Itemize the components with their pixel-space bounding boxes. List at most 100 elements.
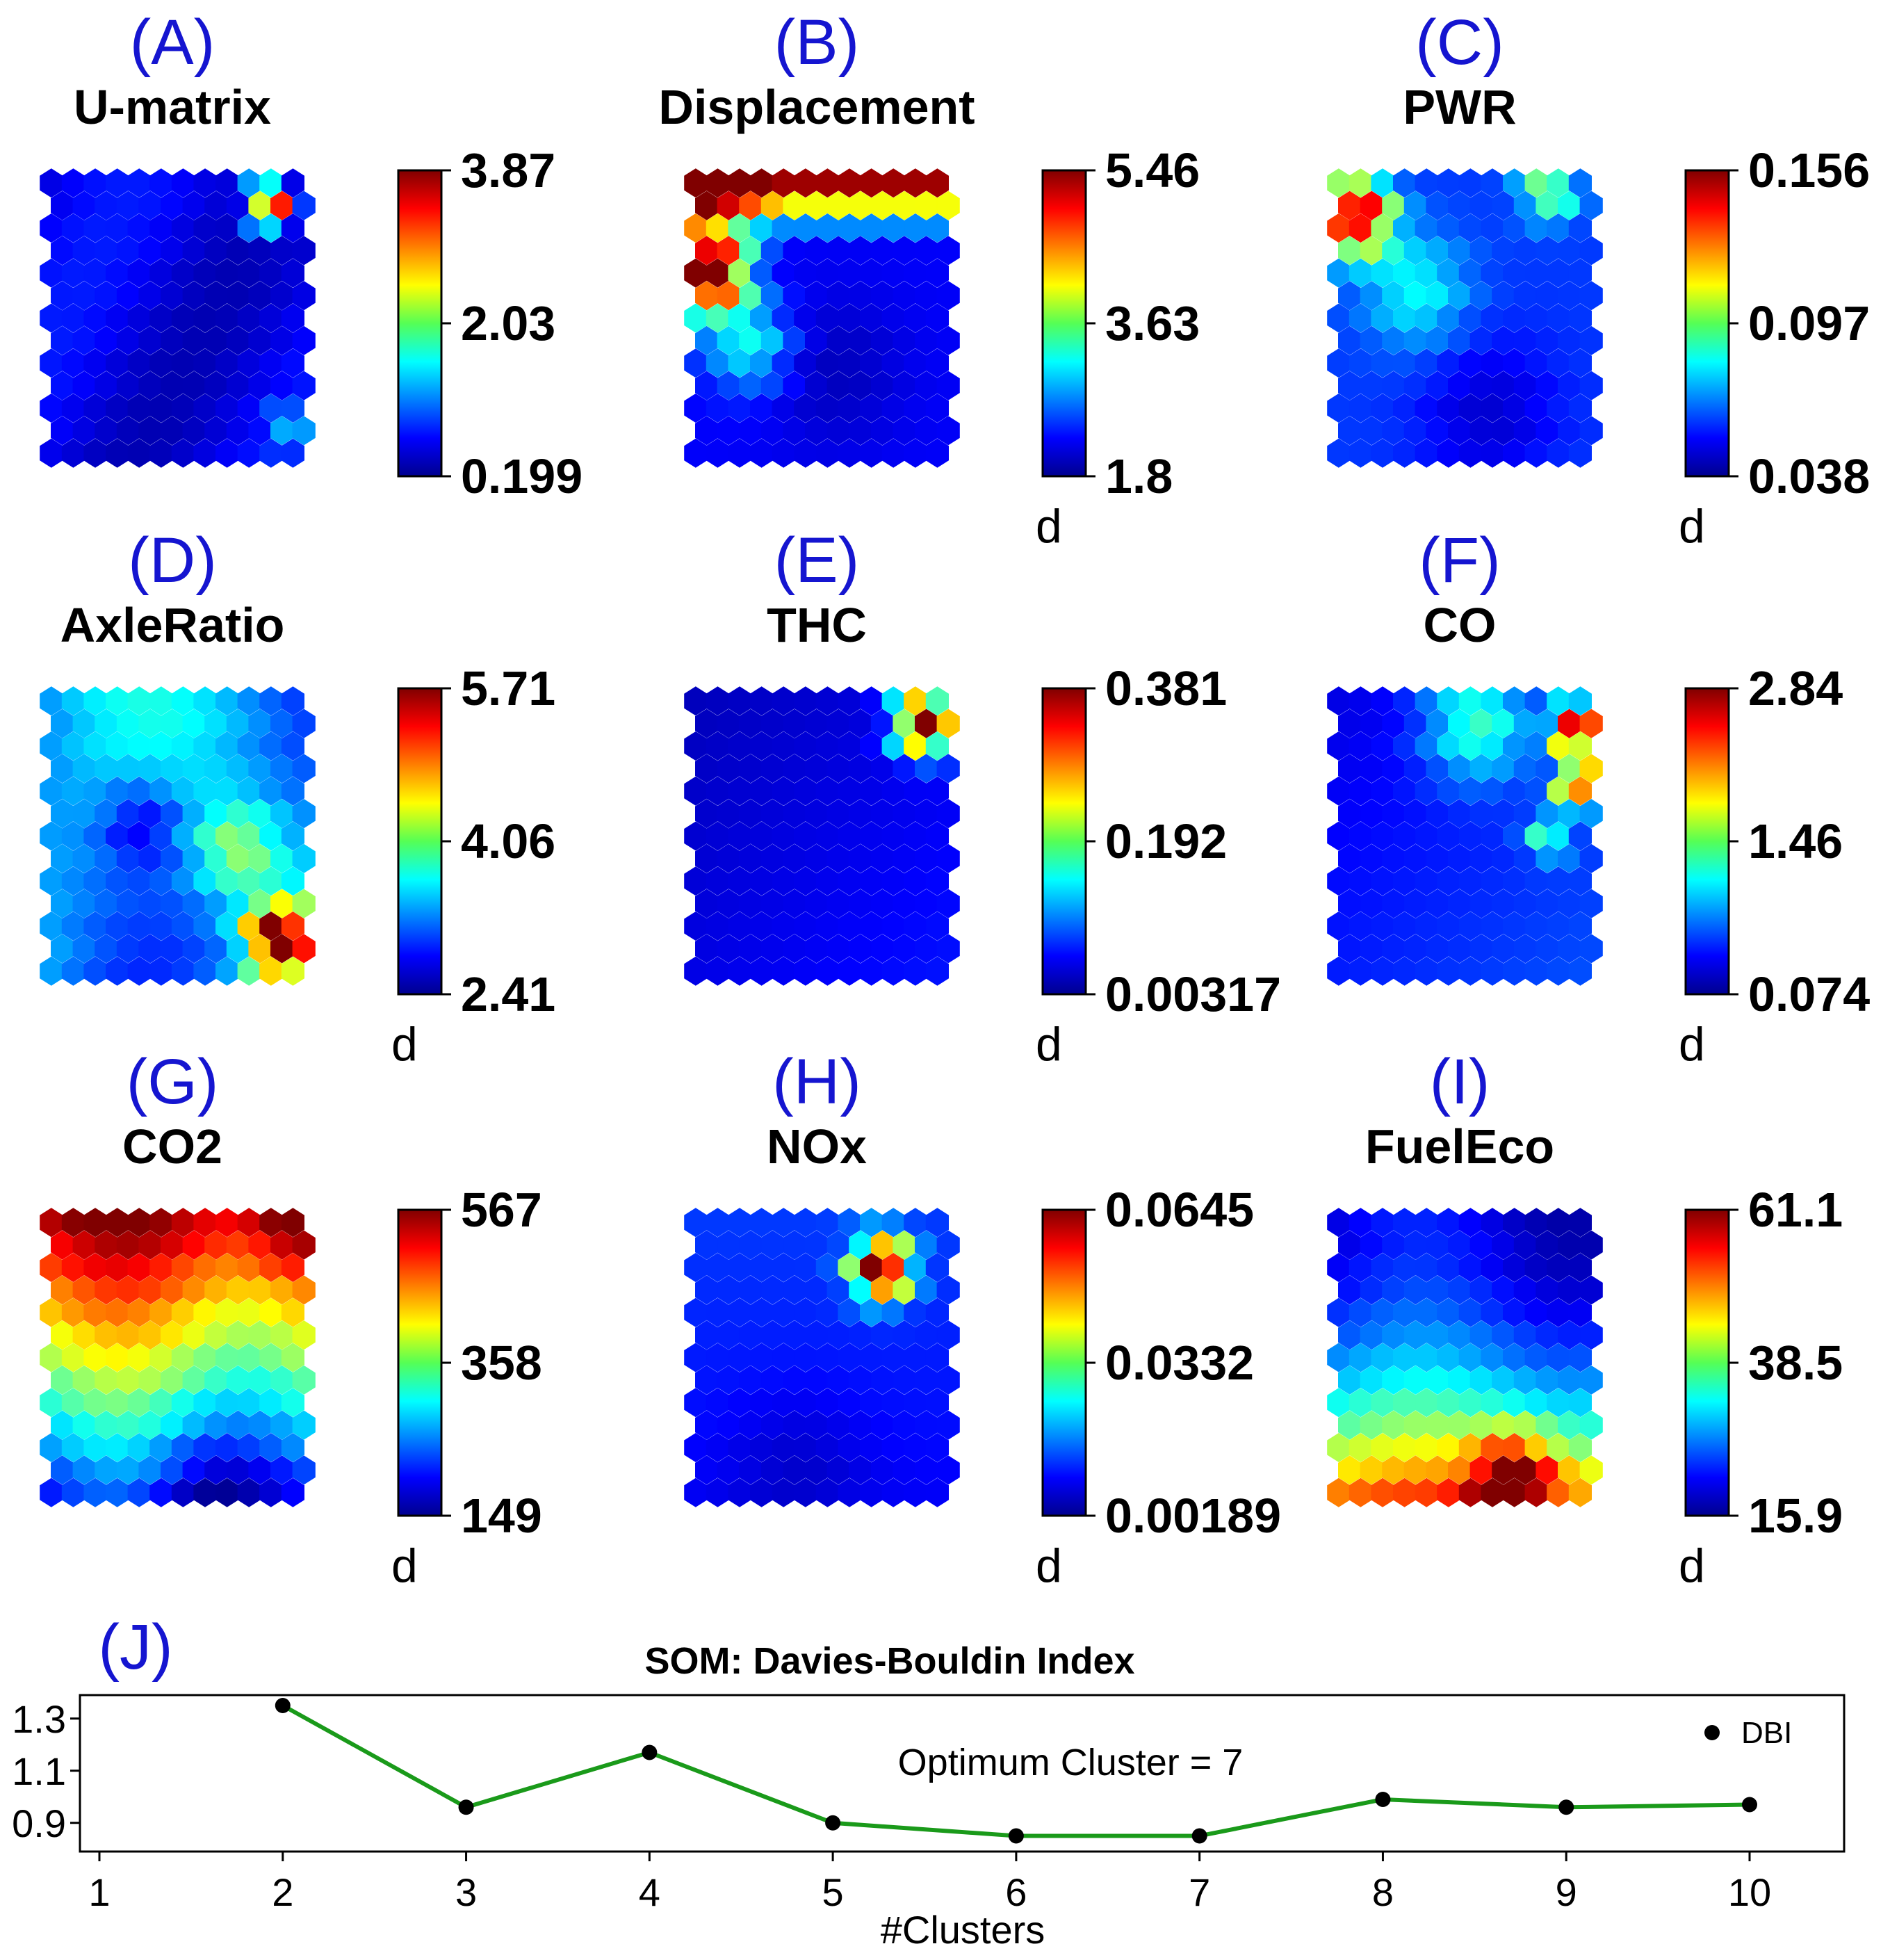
panel-h: (H)NOx 0.0645 0.0332 0.00189 d <box>684 1046 1281 1592</box>
hex-cell <box>1568 168 1592 198</box>
hex-cell <box>281 821 304 851</box>
hex-cell <box>1579 191 1603 220</box>
hex-cell <box>925 213 949 243</box>
hex-map <box>1327 686 1603 986</box>
dbi-point <box>1375 1792 1391 1807</box>
hex-cell <box>292 236 316 266</box>
hex-cell <box>936 281 960 311</box>
hex-cell <box>936 889 960 918</box>
hex-cell <box>1568 303 1592 333</box>
panel-letter: (D) <box>128 525 217 596</box>
panel-title: THC <box>767 598 867 652</box>
hex-cell <box>1579 1455 1603 1485</box>
panel-title: U-matrix <box>74 80 271 134</box>
hex-cell <box>292 1455 316 1485</box>
colorbar-unit: d <box>1679 500 1705 553</box>
colorbar-unit: d <box>391 1539 418 1592</box>
panel-b: (B)Displacement 5.46 3.63 1.8 d <box>658 7 1200 553</box>
panel-c: (C)PWR 0.156 0.097 0.038 d <box>1327 7 1870 553</box>
hex-cell <box>281 168 304 198</box>
panel-a: (A)U-matrix 3.87 2.03 0.199 <box>40 7 583 503</box>
hex-cell <box>925 1477 949 1507</box>
hex-cell <box>1568 213 1592 243</box>
hex-map <box>40 686 316 986</box>
hex-cell <box>281 213 304 243</box>
colorbar-tick-label: 0.038 <box>1748 449 1870 503</box>
colorbar-unit: d <box>1679 1539 1705 1592</box>
hex-cell <box>1579 934 1603 964</box>
hex-cell <box>936 371 960 400</box>
hex-map <box>684 168 960 468</box>
colorbar <box>397 169 443 478</box>
hex-cell <box>936 799 960 829</box>
hex-cell <box>1568 866 1592 896</box>
dbi-point <box>275 1698 291 1713</box>
x-tick-label: 6 <box>1005 1870 1027 1914</box>
panel-title: FuelEco <box>1365 1119 1554 1174</box>
hex-cell <box>925 821 949 851</box>
x-tick-label: 8 <box>1372 1870 1394 1914</box>
hex-cell <box>925 686 949 716</box>
hex-cell <box>936 843 960 873</box>
colorbar-unit: d <box>1679 1018 1705 1071</box>
hex-cell <box>1579 708 1603 738</box>
hex-cell <box>1579 1230 1603 1260</box>
x-tick-label: 2 <box>272 1870 293 1914</box>
hex-cell <box>292 1320 316 1350</box>
hex-cell <box>292 325 316 355</box>
hex-cell <box>1579 889 1603 918</box>
hex-cell <box>281 866 304 896</box>
colorbar-tick-label: 0.097 <box>1748 296 1870 350</box>
hex-cell <box>925 438 949 468</box>
colorbar <box>1684 169 1730 478</box>
colorbar-tick-label: 5.46 <box>1105 143 1200 197</box>
colorbar-tick-label: 149 <box>461 1489 542 1543</box>
colorbar-tick-label: 0.199 <box>461 449 583 503</box>
colorbar-tick-label: 5.71 <box>461 661 555 715</box>
colorbar-tick-label: 567 <box>461 1183 542 1237</box>
legend-marker <box>1704 1725 1720 1740</box>
hex-cell <box>1568 1388 1592 1418</box>
hex-cell <box>292 416 316 446</box>
dbi-point <box>825 1815 841 1831</box>
hex-map <box>40 1208 316 1507</box>
colorbar-tick-label: 1.8 <box>1105 449 1173 503</box>
hex-cell <box>1579 281 1603 311</box>
hex-cell <box>936 325 960 355</box>
hex-cell <box>925 348 949 378</box>
hex-cell <box>281 1477 304 1507</box>
colorbar-tick-label: 2.41 <box>461 967 555 1021</box>
panel-letter: (B) <box>774 7 860 78</box>
hex-cell <box>1579 236 1603 266</box>
hex-cell <box>1568 821 1592 851</box>
hex-cell <box>1579 371 1603 400</box>
dbi-point <box>1008 1828 1024 1844</box>
hex-cell <box>936 754 960 784</box>
hex-cell <box>1568 1297 1592 1327</box>
hex-cell <box>925 1388 949 1418</box>
colorbar-unit: d <box>1036 1018 1062 1071</box>
hex-cell <box>936 1455 960 1485</box>
colorbar-tick-label: 3.87 <box>461 143 555 197</box>
hex-cell <box>1568 1343 1592 1372</box>
panel-letter: (C) <box>1415 7 1504 78</box>
hex-cell <box>925 1208 949 1238</box>
panel-title: NOx <box>767 1119 867 1174</box>
colorbar-tick-label: 38.5 <box>1748 1336 1843 1390</box>
hex-cell <box>281 731 304 761</box>
hex-cell <box>281 1388 304 1418</box>
panel-letter: (F) <box>1419 525 1500 596</box>
hex-cell <box>925 866 949 896</box>
panel-f: (F)CO 2.84 1.46 0.074 d <box>1327 525 1870 1071</box>
hex-cell <box>936 236 960 266</box>
heatmap-panels: (A)U-matrix 3.87 2.03 0.199 (B)Displacement 5… <box>40 7 1870 1592</box>
colorbar-tick-label: 0.00189 <box>1105 1489 1281 1543</box>
legend-label: DBI <box>1741 1716 1792 1750</box>
x-tick-label: 5 <box>822 1870 844 1914</box>
colorbar-tick-label: 2.03 <box>461 296 555 350</box>
colorbar-unit: d <box>1036 1539 1062 1592</box>
colorbar-tick-label: 3.63 <box>1105 296 1200 350</box>
hex-cell <box>936 191 960 220</box>
panel-letter: (E) <box>774 525 860 596</box>
